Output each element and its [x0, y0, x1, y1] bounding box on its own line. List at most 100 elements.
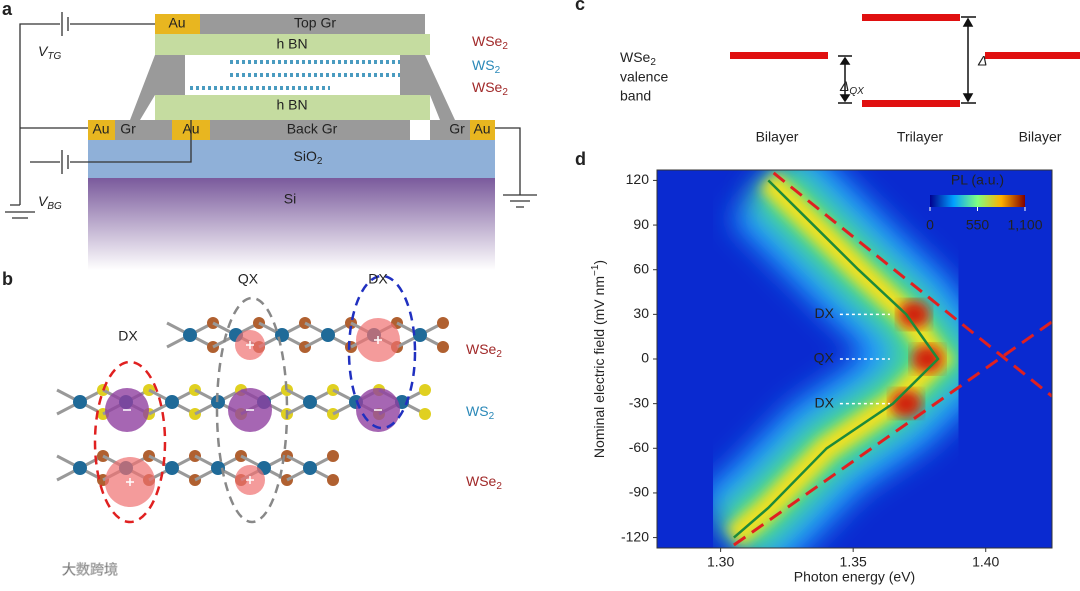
y-axis-label-tail: )	[591, 260, 607, 265]
tungsten	[183, 328, 197, 342]
layer-label-sub: 2	[496, 481, 502, 492]
device	[5, 12, 537, 270]
y-tick-label: 90	[633, 216, 649, 232]
annotation: DX	[814, 305, 834, 321]
y-tick-label: 30	[633, 305, 649, 321]
x-tick-label: 1.40	[972, 554, 999, 570]
y-tick-label: -30	[629, 394, 649, 410]
label-sub: BG	[47, 201, 62, 212]
chalcogen	[327, 450, 339, 462]
colorbar-tick-label: 1,100	[1007, 217, 1042, 233]
label: WSe2	[620, 49, 656, 68]
layer-label-base: WS	[472, 57, 495, 73]
y-tick-label: 60	[633, 260, 649, 276]
x-tick-label: 1.35	[840, 554, 867, 570]
label: h BN	[276, 36, 307, 52]
plus	[126, 478, 134, 486]
panel-label: c	[575, 0, 585, 14]
layer-label-base: WSe	[466, 341, 497, 357]
y-tick-label: 120	[626, 171, 650, 187]
layer-label-base: WSe	[472, 79, 503, 95]
label-base: Δ	[839, 78, 849, 94]
peak	[911, 345, 944, 373]
tungsten	[73, 395, 87, 409]
series-line	[733, 179, 940, 539]
label: Si	[284, 191, 296, 207]
band-diagram	[730, 14, 1080, 107]
layer-label-sub: 2	[502, 41, 508, 52]
heat	[697, 170, 1052, 548]
series-line	[772, 171, 1052, 398]
label: Au	[92, 121, 109, 137]
layer-label-sub: 2	[502, 87, 508, 98]
chalcogen	[419, 408, 431, 420]
label: DX	[368, 271, 388, 287]
layer-label: WSe2	[466, 341, 502, 360]
layer-label-sub: 2	[489, 411, 495, 422]
layer-label-base: WS	[466, 403, 489, 419]
chalcogen	[437, 317, 449, 329]
layer-label-sub: 2	[496, 349, 502, 360]
label-sub: 2	[317, 156, 323, 167]
layer-label: WSe2	[472, 79, 508, 98]
colorbar	[930, 195, 1025, 207]
y-axis-label: Nominal electric field (mV nm−1)	[590, 260, 607, 458]
plus	[246, 476, 254, 484]
label: Au	[182, 121, 199, 137]
label-sub: QX	[849, 86, 864, 97]
pl-map: Nominal electric field (mV nm−1)	[590, 169, 1053, 552]
tungsten	[73, 461, 87, 475]
label: band	[620, 88, 651, 104]
panel-label: d	[575, 149, 586, 169]
label-base: SiO	[294, 148, 317, 164]
panel-label: a	[2, 0, 13, 19]
label: Gr	[120, 121, 136, 137]
y-tick-label: -60	[629, 439, 649, 455]
chalcogen	[437, 341, 449, 353]
plus	[374, 336, 382, 344]
label: ΔQX	[839, 78, 864, 97]
annotation: DX	[814, 394, 834, 410]
plus	[246, 341, 254, 349]
layer-label: WSe2	[472, 33, 508, 52]
tungsten	[321, 328, 335, 342]
label: QX	[238, 271, 259, 287]
layer-label: WSe2	[466, 473, 502, 492]
exciton-boundary	[215, 296, 289, 524]
label: Back Gr	[287, 121, 338, 137]
y-axis-label-text: Nominal electric field (mV nm	[591, 276, 607, 458]
label-base: WSe	[620, 49, 651, 65]
tungsten	[303, 395, 317, 409]
tungsten	[413, 328, 427, 342]
panel-label: b	[2, 269, 13, 289]
label-sub: TG	[47, 51, 61, 62]
exciton-boundary	[93, 360, 167, 524]
annotation: QX	[814, 350, 835, 366]
watermark: 大数跨境	[62, 562, 118, 578]
label: valence	[620, 69, 668, 85]
label-base: V	[38, 193, 49, 209]
chalcogen	[327, 474, 339, 486]
y-tick-label: -90	[629, 484, 649, 500]
crystal	[56, 274, 449, 524]
label: h BN	[276, 97, 307, 113]
y-tick-label: -120	[621, 528, 649, 544]
layer-label: WS2	[466, 403, 495, 422]
label: Au	[168, 15, 185, 31]
layer-label-base: WSe	[466, 473, 497, 489]
layer-label: WS2	[472, 57, 501, 76]
label: VBG	[38, 193, 62, 212]
colorbar-tick-label: 0	[926, 217, 934, 233]
label: Gr	[449, 121, 465, 137]
layer-label-base: WSe	[472, 33, 503, 49]
peak	[898, 300, 931, 329]
peak	[890, 389, 923, 418]
label-sub: 2	[650, 57, 656, 68]
layer-label-sub: 2	[495, 65, 501, 76]
colorbar-title: PL (a.u.)	[951, 172, 1004, 188]
tungsten	[165, 461, 179, 475]
tungsten	[165, 395, 179, 409]
label: Δ	[977, 53, 987, 69]
label: DX	[118, 328, 138, 344]
